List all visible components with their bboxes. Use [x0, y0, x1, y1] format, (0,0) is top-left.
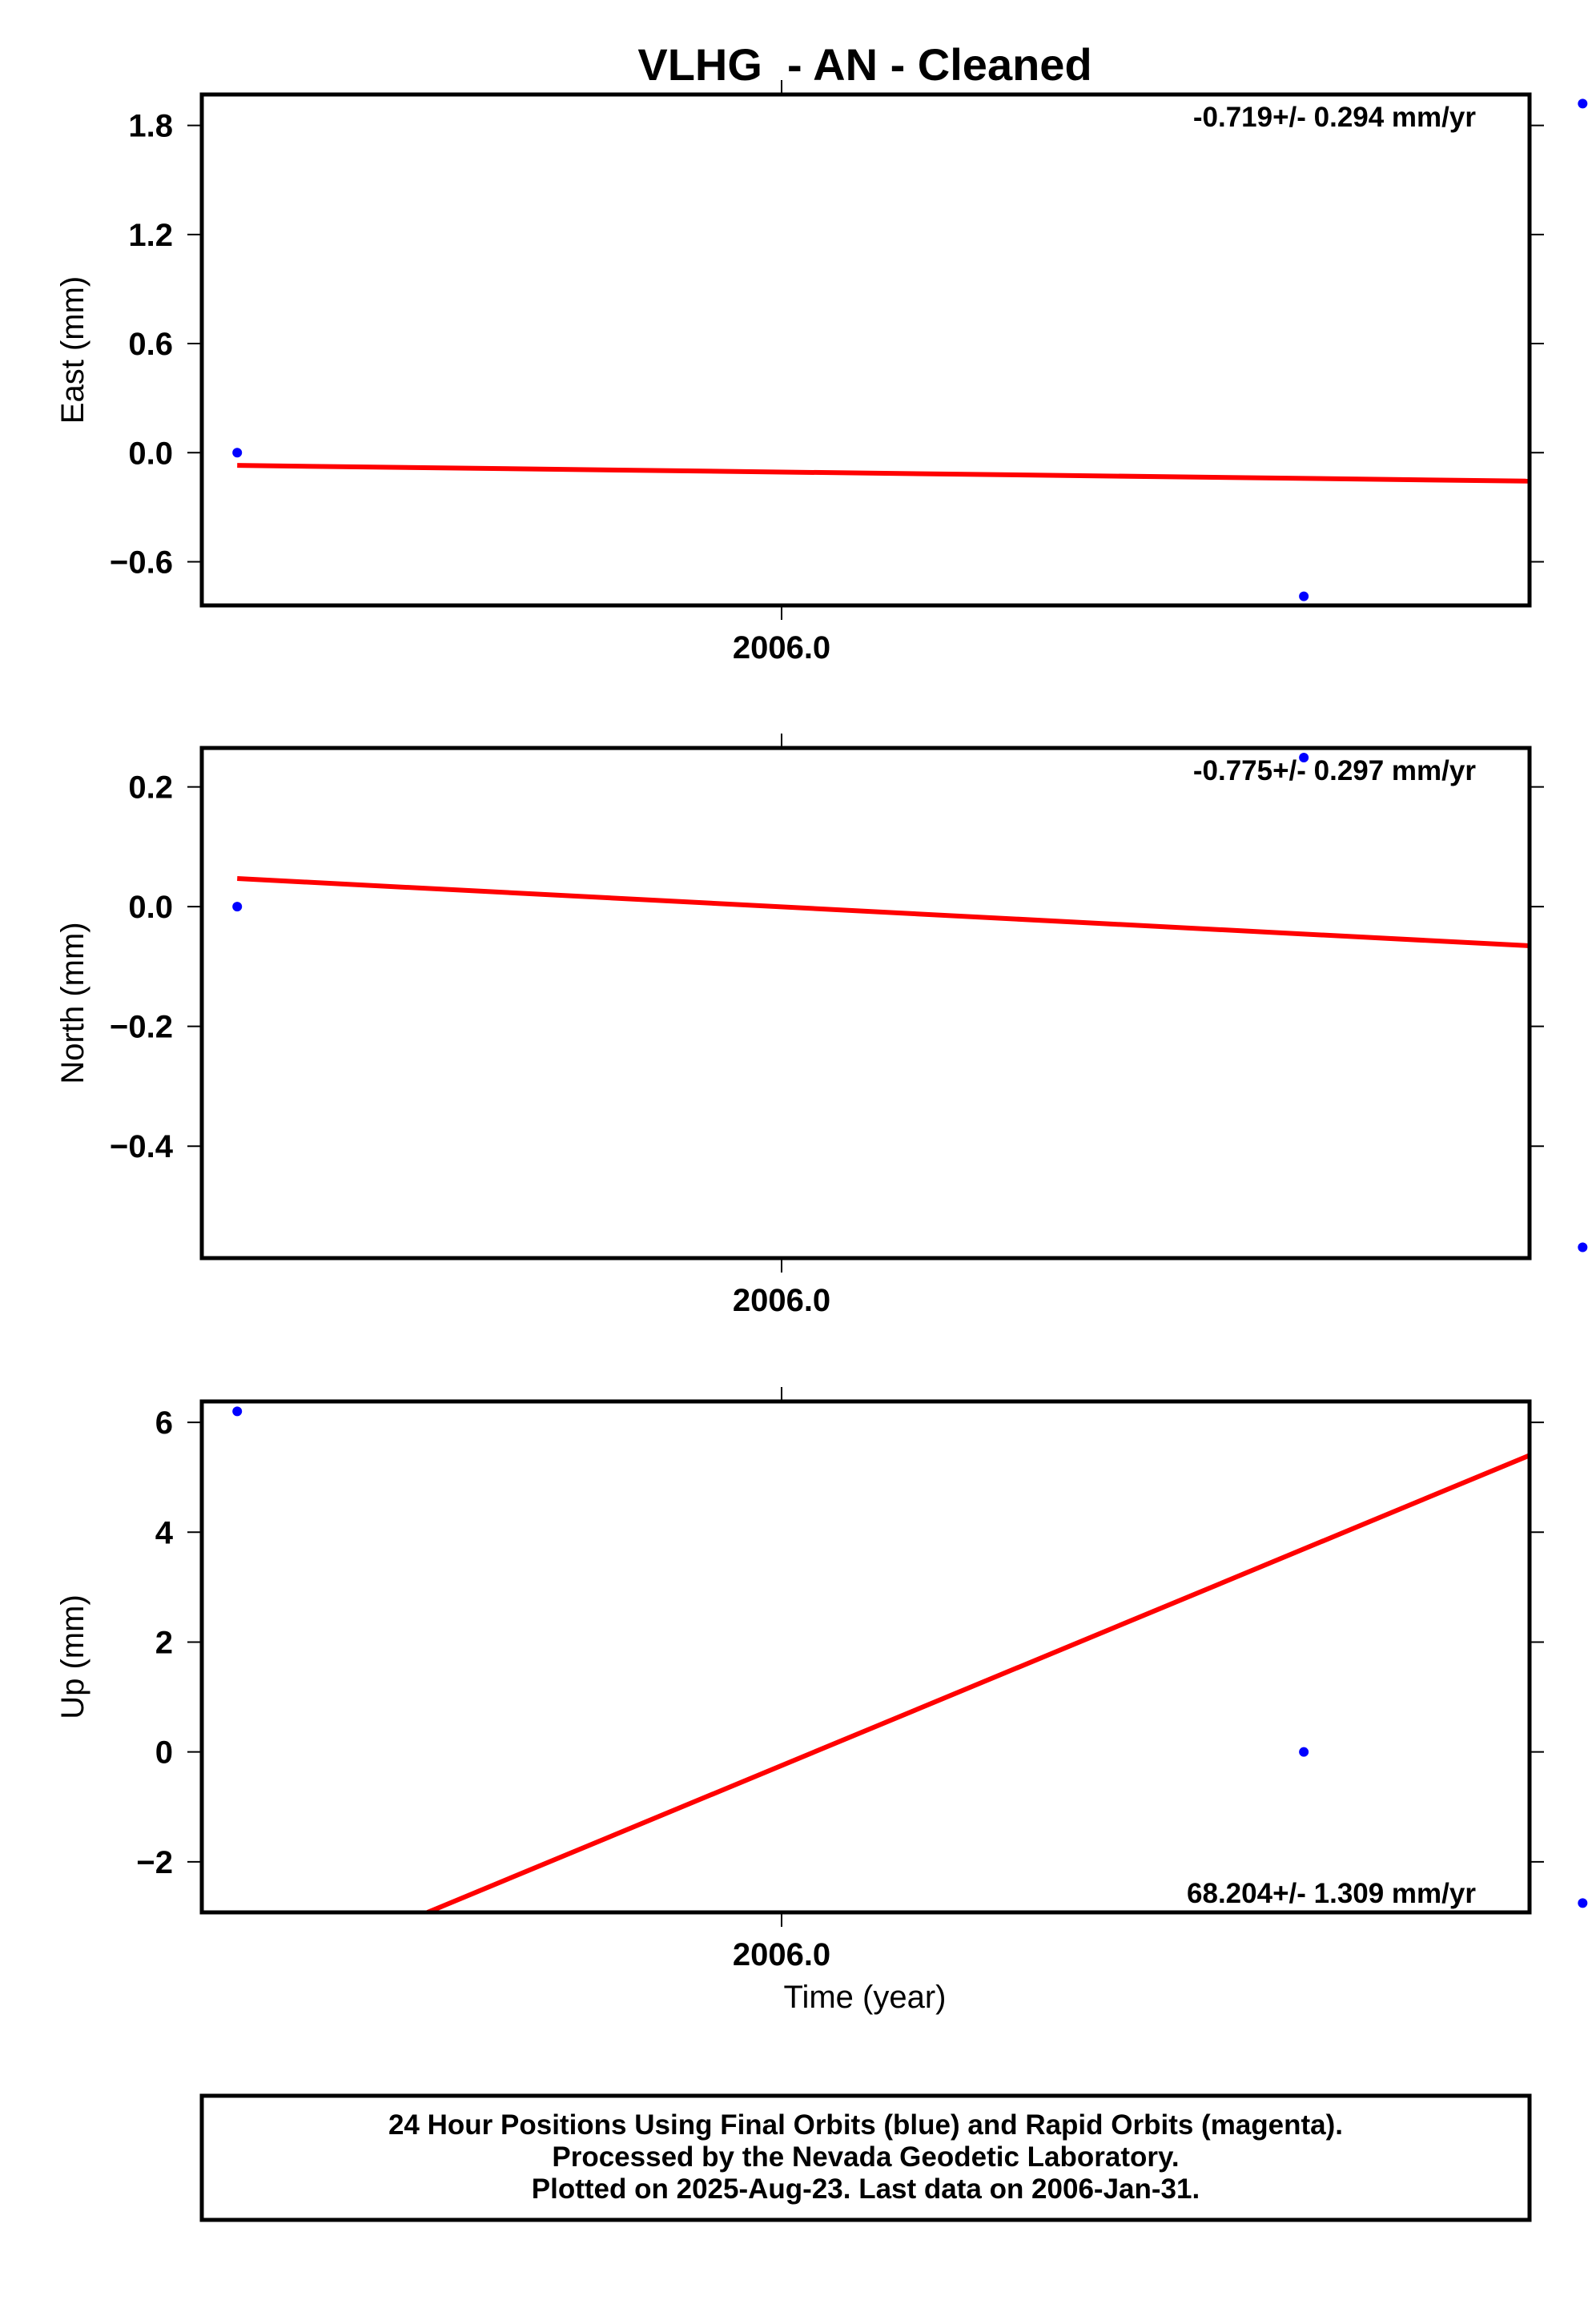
x-tick-label: 2006.0 — [733, 630, 830, 665]
y-tick-label: −0.2 — [110, 1010, 173, 1045]
y-tick-label: −0.4 — [110, 1129, 174, 1164]
panels: −0.6 0.0 0.6 1.2 1.8 2006.0 East (mm) -0.719+/-… — [55, 80, 1588, 1972]
y-tick-label: 2 — [155, 1625, 173, 1660]
up-panel: −2 0 2 4 6 2006.0 Up (mm) 68.204+/- 1.309 mm/yr — [55, 1387, 1588, 1972]
fit-line — [237, 875, 1530, 949]
north-panel: −0.4 −0.2 0.0 0.2 2006.0 North (mm) -0.775+/- … — [55, 734, 1588, 1318]
data-point — [232, 448, 243, 458]
data-point — [1578, 1242, 1588, 1252]
data-point — [1578, 99, 1588, 109]
y-tick-label: −0.6 — [110, 545, 173, 581]
y-tick-label: 1.2 — [128, 218, 173, 253]
rate-label: -0.719+/- 0.294 mm/yr — [1193, 102, 1477, 133]
y-tick-label: 1.8 — [128, 109, 173, 144]
y-tick-label: 0.2 — [128, 770, 173, 806]
footer-line-2: Processed by the Nevada Geodetic Laborat… — [552, 2141, 1179, 2173]
y-axis-title: North (mm) — [55, 922, 90, 1084]
y-tick-label: 0 — [155, 1735, 173, 1771]
plot-frame — [199, 1399, 1532, 1915]
y-tick-label: 0.0 — [128, 436, 173, 471]
plot-frame — [199, 92, 1532, 608]
fit-line — [426, 1453, 1530, 1912]
y-tick-label: −2 — [136, 1845, 173, 1880]
plot-frame — [199, 746, 1532, 1261]
y-tick-label: 4 — [155, 1515, 174, 1550]
y-tick-label: 0.6 — [128, 327, 173, 362]
data-point — [1299, 1747, 1309, 1757]
footer-line-3: Plotted on 2025-Aug-23. Last data on 200… — [532, 2173, 1200, 2205]
x-tick-label: 2006.0 — [733, 1283, 830, 1318]
data-point — [1299, 591, 1309, 601]
rate-label: 68.204+/- 1.309 mm/yr — [1187, 1878, 1476, 1909]
x-axis-title: Time (year) — [784, 1980, 947, 2015]
footer-line-1: 24 Hour Positions Using Final Orbits (bl… — [388, 2109, 1343, 2141]
y-tick-label: 0.0 — [128, 890, 173, 925]
y-axis-title: Up (mm) — [55, 1594, 90, 1719]
data-point — [1299, 752, 1309, 762]
fit-line — [237, 463, 1530, 484]
chart-title: VLHG - AN - Cleaned — [637, 39, 1091, 90]
y-tick-label: 6 — [155, 1405, 173, 1441]
footer-box — [199, 2093, 1532, 2222]
east-panel: −0.6 0.0 0.6 1.2 1.8 2006.0 East (mm) -0.719+/-… — [55, 80, 1588, 665]
x-tick-label: 2006.0 — [733, 1937, 830, 1972]
y-axis-title: East (mm) — [55, 276, 90, 424]
rate-label: -0.775+/- 0.297 mm/yr — [1193, 755, 1477, 786]
data-point — [232, 1406, 243, 1417]
data-point — [1578, 1898, 1588, 1908]
data-point — [232, 902, 243, 912]
